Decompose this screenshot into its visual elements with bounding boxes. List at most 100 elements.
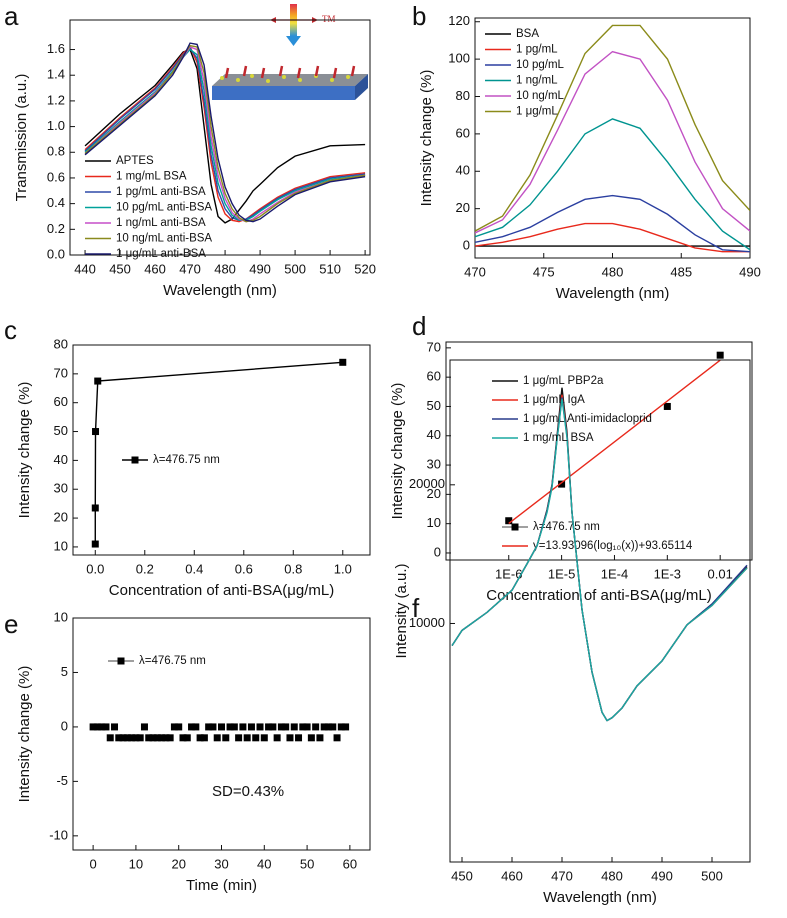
y-tick-label: 30 [54,481,68,496]
x-tick-label: 0.2 [136,561,154,576]
point [205,723,213,731]
x-axis-title: Concentration of anti-BSA(μg/mL) [486,587,711,604]
point [339,358,347,366]
x-tick-label: 40 [257,856,271,871]
series-line [475,118,750,251]
x-tick-label: 470 [551,868,573,883]
y-axis-title: Intensity change (%) [16,666,33,803]
point [153,734,161,742]
legend-label: 1 mg/mL BSA [523,432,594,444]
y-axis-title: Intensity change (%) [418,70,435,207]
y-tick-label: 20 [456,200,470,215]
inset-side [355,74,368,100]
point [145,734,153,742]
plot-frame [69,19,371,256]
y-axis-title: Intensity change (%) [16,382,33,519]
point [222,734,230,742]
y-tick-label: 5 [61,664,68,679]
point [230,723,238,731]
x-tick-label: 490 [651,868,673,883]
panel-label: e [4,609,18,639]
x-tick-label: 480 [214,261,236,276]
x-tick-label: 0.4 [185,561,203,576]
legend-label: λ=476.75 nm [153,454,220,466]
inset-front [212,86,355,100]
y-axis-title: Transmission (a.u.) [13,74,30,202]
inset-diagram: TM [212,4,368,100]
point [243,734,251,742]
series-line [84,48,366,224]
point [218,723,225,731]
inset-top [212,74,368,86]
series-line [451,397,748,722]
x-tick-label: 50 [300,856,314,871]
point [269,723,277,731]
legend-label: 10 pg/mL [516,59,565,71]
series-line [84,47,366,222]
point [239,723,247,731]
point [149,734,157,742]
x-axis-title: Wavelength (nm) [556,285,670,302]
y-tick-label: 40 [456,163,470,178]
point [247,723,255,731]
point [505,517,513,525]
y-tick-label: 60 [54,394,68,409]
series-line [475,194,750,253]
plot-frame [72,617,371,851]
x-tick-label: 485 [670,264,692,279]
point [200,734,208,742]
point [320,723,328,731]
y-tick-label: 80 [456,88,470,103]
panel: c 0.0 0.2 0.4 0.6 0.8 1.0 10 20 30 40 50 60 70 80 Conce… [4,315,371,599]
series-line [475,222,750,253]
legend-label: 1 μg/mL [516,106,558,118]
point [663,402,671,410]
y-tick-label: 100 [448,51,470,66]
legend-label: 10 ng/mL [516,90,565,102]
y-tick-label: 10 [54,609,68,624]
legend-label: 1 pg/mL anti-BSA [116,186,206,198]
point [265,723,273,731]
y-tick-label: 120 [448,13,470,28]
x-tick-label: 470 [179,261,201,276]
panel: d 1E-6 1E-5 1E-4 1E-3 0.01 0 10 20 30 40 50 60 70 Conc… [389,311,753,604]
x-axis-title: Wavelength (nm) [163,282,277,299]
legend-label: 1 pg/mL [516,44,558,56]
x-axis-title: Time (min) [186,877,257,894]
legend-marker [511,523,519,531]
y-tick-label: 10000 [409,615,445,630]
legend-marker [131,456,139,464]
plot-frame [445,341,753,561]
series-line [84,42,366,223]
legend-label: 1 μg/mL IgA [523,394,585,406]
legend-label: 1 μg/mL PBP2a [523,375,604,387]
x-tick-label: 1E-6 [495,566,522,581]
y-tick-label: 80 [54,336,68,351]
point [175,723,183,731]
series-line [475,24,750,232]
panel: b 470 475 480 485 490 0 20 40 60 80 100 120 Wavelengt… [412,1,761,302]
y-tick-label: 50 [54,423,68,438]
point [93,723,101,731]
point [333,734,341,742]
legend-label: λ=476.75 nm [533,521,600,533]
x-tick-label: 475 [533,264,555,279]
y-axis-title: Intensity change (%) [389,383,406,520]
y-tick-label: 0.4 [47,195,65,210]
x-axis-title: Concentration of anti-BSA(μg/mL) [109,582,334,599]
plot-frame [72,344,371,556]
point [303,723,311,731]
y-tick-label: 1.2 [47,92,65,107]
y-tick-label: 0 [61,718,68,733]
point [119,734,127,742]
x-tick-label: 470 [464,264,486,279]
point [209,723,217,731]
legend-marker [117,657,125,665]
x-tick-label: 0 [89,856,96,871]
point [295,734,303,742]
y-tick-label: 70 [427,339,441,354]
y-tick-label: 10 [427,515,441,530]
x-tick-label: 440 [74,261,96,276]
x-tick-label: 460 [144,261,166,276]
